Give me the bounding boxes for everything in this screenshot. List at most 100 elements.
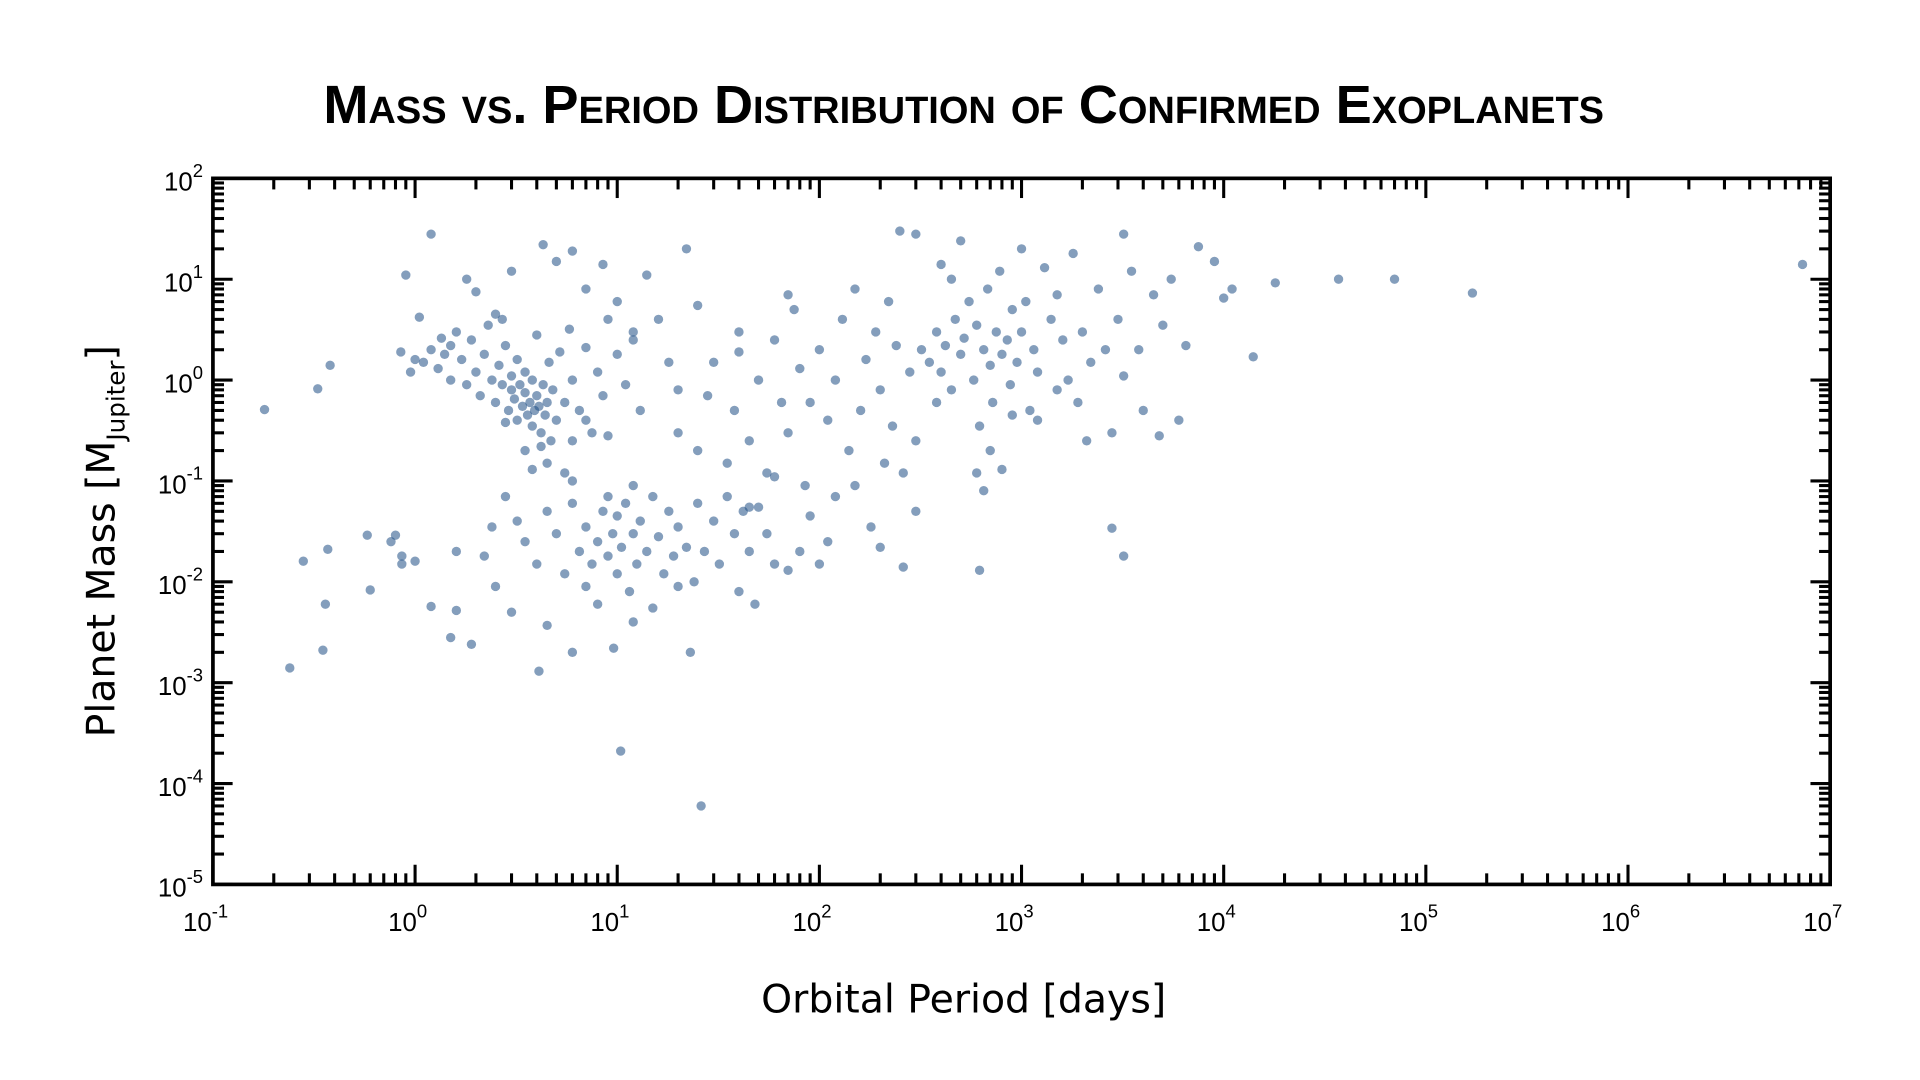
y-tick-labels: 10-5 10-4 10-3 10-2 10-1 100 101 102 [158,160,203,903]
data-point [974,421,985,431]
data-point [490,397,501,408]
data-point [753,502,764,512]
data-point [567,498,578,509]
data-point [946,274,957,284]
data-point [616,542,627,552]
data-point [936,367,946,377]
data-point [1039,263,1050,273]
data-point [426,229,436,239]
data-point [538,380,548,390]
data-point [709,516,719,526]
data-point [512,415,522,425]
data-point [520,445,530,456]
data-point [1138,405,1148,416]
data-point [916,345,927,355]
data-point [608,643,619,653]
data-point [769,559,780,569]
data-point [673,581,683,592]
data-point [871,327,881,337]
data-point [744,436,754,446]
data-point [497,314,507,325]
data-point [624,586,635,597]
data-point [551,415,562,425]
data-point [744,546,754,557]
data-point [714,559,725,569]
data-point [1032,415,1043,425]
data-point [875,385,885,395]
data-point [673,385,683,395]
data-point [837,314,848,325]
data-point [1016,327,1027,337]
data-point [988,397,998,408]
data-point [1333,274,1344,284]
data-point [642,270,652,280]
data-point [365,585,375,595]
data-point [734,586,744,597]
data-point [581,522,591,532]
data-point [397,559,407,569]
data-point [323,544,333,554]
data-point [795,546,805,557]
data-point [525,397,535,408]
x-tick-label: 100 [388,901,427,938]
data-point [783,290,793,300]
x-tick-labels: 10-1 100 101 102 103 104 105 106 107 [183,901,1842,938]
data-point [320,599,331,609]
data-point [483,320,493,330]
x-tick-label: 103 [995,901,1034,938]
data-point [479,349,489,360]
data-point [673,428,683,438]
data-point [462,274,472,284]
data-point [598,506,608,516]
data-point [905,367,915,377]
data-point [517,401,528,411]
data-point [608,529,618,539]
data-point [931,397,942,408]
data-point [471,287,481,297]
data-point [548,385,558,395]
data-point [1118,229,1129,239]
data-point [298,556,308,566]
data-point [436,333,447,343]
data-point [603,314,613,325]
data-point [410,556,420,566]
data-point [445,375,456,385]
data-point [628,480,638,491]
data-point [702,391,713,401]
data-point [536,441,546,452]
data-point [855,405,866,416]
data-point [729,405,740,416]
data-point [426,601,436,612]
data-point [567,647,578,657]
data-point [844,445,854,456]
data-point [664,506,674,516]
x-axis-label: Orbital Period [days] [761,976,1166,1022]
data-point [685,647,696,657]
data-point [983,284,993,294]
data-point [940,340,951,351]
data-point [313,384,323,394]
data-point [699,546,710,557]
data-point [620,380,631,390]
data-point [823,537,833,547]
data-point [520,388,530,398]
data-point [681,244,692,254]
data-point [603,431,613,441]
data-point [542,458,552,468]
data-point [581,284,591,294]
data-point [587,428,597,438]
data-point [991,327,1001,337]
data-point [509,394,520,404]
y-tick-label: 102 [164,160,203,197]
data-point [1174,415,1184,425]
data-point [544,357,554,368]
x-tick-label: 102 [792,901,831,938]
data-point [1158,320,1168,330]
data-point [866,522,876,532]
data-point [520,537,530,547]
data-point [692,300,703,311]
data-point [1148,290,1159,300]
y-axis-label-sub: Jupiter [101,360,130,443]
data-point [620,498,631,509]
